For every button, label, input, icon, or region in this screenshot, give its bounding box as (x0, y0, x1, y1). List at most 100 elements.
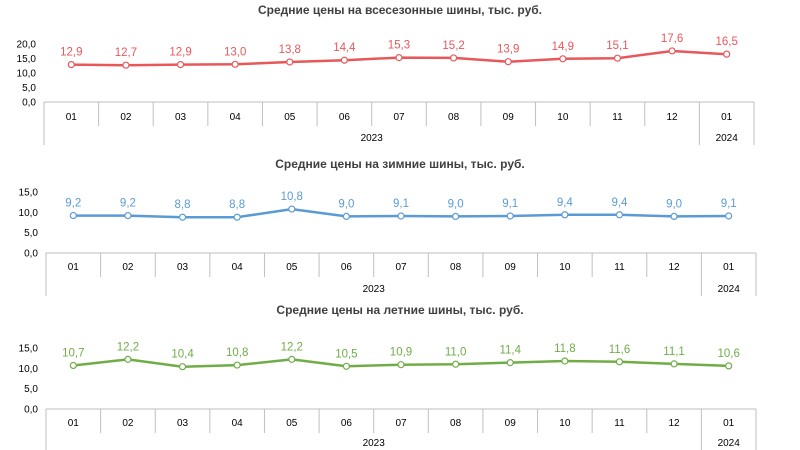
data-point (450, 54, 458, 62)
chart-title: Средние цены на всесезонные шины, тыс. р… (258, 3, 542, 17)
data-point (670, 212, 678, 220)
data-label: 9,1 (393, 198, 409, 210)
data-point (668, 47, 676, 55)
data-label: 9,1 (721, 198, 737, 210)
data-point (69, 361, 77, 370)
y-tick-label: 5,0 (22, 83, 36, 94)
x-tick-label: 12 (669, 418, 681, 429)
data-point (615, 358, 624, 366)
year-label: 2024 (718, 438, 741, 449)
x-tick-label: 03 (175, 112, 187, 123)
data-point (69, 211, 77, 220)
data-point (124, 211, 132, 220)
y-tick-label: 5,0 (24, 384, 38, 395)
data-label: 8,8 (229, 199, 245, 211)
data-label: 10,7 (62, 347, 84, 359)
data-point (286, 58, 294, 66)
data-label: 13,9 (497, 44, 519, 56)
y-tick-label: 10,0 (19, 364, 39, 375)
chart-panel-1: Средние цены на всесезонные шины, тыс. р… (17, 3, 755, 145)
data-point (452, 360, 460, 368)
data-point (340, 56, 348, 64)
x-tick-label: 06 (339, 112, 351, 123)
data-label: 9,1 (502, 198, 518, 210)
x-tick-label: 05 (286, 262, 298, 273)
data-label: 14,4 (333, 42, 356, 54)
data-point (288, 205, 296, 213)
data-point (233, 361, 241, 369)
data-point (561, 211, 569, 219)
x-tick-label: 07 (395, 418, 407, 429)
data-label: 9,0 (666, 198, 682, 210)
data-point (233, 213, 241, 221)
x-tick-label: 09 (505, 418, 517, 429)
data-label: 12,2 (281, 341, 303, 353)
chart-title: Средние цены на летние шины, тыс. руб. (276, 303, 523, 317)
x-tick-label: 11 (614, 418, 625, 429)
x-tick-label: 04 (232, 262, 244, 273)
x-tick-label: 07 (393, 112, 405, 123)
year-label: 2023 (361, 133, 384, 144)
data-label: 10,5 (335, 348, 357, 360)
data-point (231, 60, 239, 68)
x-tick-label: 09 (505, 262, 517, 273)
chart-title: Средние цены на зимние шины, тыс. руб. (275, 157, 525, 171)
data-label: 8,8 (175, 199, 191, 211)
x-tick-label: 01 (68, 418, 80, 429)
data-point (506, 212, 514, 220)
data-point (506, 359, 514, 367)
x-tick-label: 06 (341, 418, 353, 429)
year-label: 2023 (363, 284, 386, 295)
y-tick-label: 15,0 (17, 54, 37, 65)
y-tick-label: 15,0 (19, 188, 39, 199)
x-tick-label: 05 (286, 418, 298, 429)
data-point (397, 212, 405, 220)
year-label: 2024 (716, 133, 739, 144)
x-tick-label: 05 (284, 112, 296, 123)
data-point (452, 212, 460, 220)
x-tick-label: 01 (68, 262, 80, 273)
x-tick-label: 11 (614, 262, 625, 273)
x-tick-label: 01 (721, 112, 733, 123)
data-label: 9,0 (448, 198, 464, 210)
x-tick-label: 12 (667, 112, 679, 123)
data-point (725, 362, 733, 370)
data-point (613, 54, 622, 62)
data-label: 10,6 (717, 348, 739, 360)
data-point (615, 211, 624, 219)
y-tick-label: 10,0 (17, 69, 37, 80)
data-label: 15,2 (442, 40, 464, 52)
data-label: 14,9 (552, 41, 574, 53)
data-point (288, 355, 296, 363)
x-tick-label: 01 (66, 112, 78, 123)
data-label: 11,8 (554, 343, 576, 355)
y-tick-label: 10,0 (19, 208, 39, 219)
data-point (178, 363, 187, 371)
data-point (124, 355, 132, 363)
data-label: 9,2 (65, 198, 81, 210)
data-point (67, 60, 75, 69)
data-label: 10,8 (281, 191, 303, 203)
x-tick-label: 11 (612, 112, 623, 123)
chart-panel-2: Средние цены на зимние шины, тыс. руб. 0,… (19, 157, 757, 296)
data-label: 9,0 (338, 198, 354, 210)
x-tick-label: 10 (559, 262, 571, 273)
x-tick-label: 07 (395, 262, 407, 273)
data-point (342, 362, 350, 370)
data-label: 12,2 (117, 341, 139, 353)
x-tick-label: 08 (450, 418, 462, 429)
x-tick-label: 10 (559, 418, 571, 429)
x-tick-label: 02 (122, 262, 134, 273)
x-tick-label: 04 (232, 418, 244, 429)
y-tick-label: 0,0 (24, 249, 38, 260)
y-tick-label: 0,0 (22, 98, 36, 109)
x-tick-label: 04 (230, 112, 242, 123)
data-point (559, 55, 567, 63)
x-tick-label: 01 (723, 418, 735, 429)
x-tick-label: 10 (557, 112, 569, 123)
data-point (342, 212, 350, 220)
chart-panel-3: Средние цены на летние шины, тыс. руб. 0,… (19, 303, 757, 450)
year-label: 2024 (718, 284, 741, 295)
data-label: 11,0 (445, 346, 467, 358)
